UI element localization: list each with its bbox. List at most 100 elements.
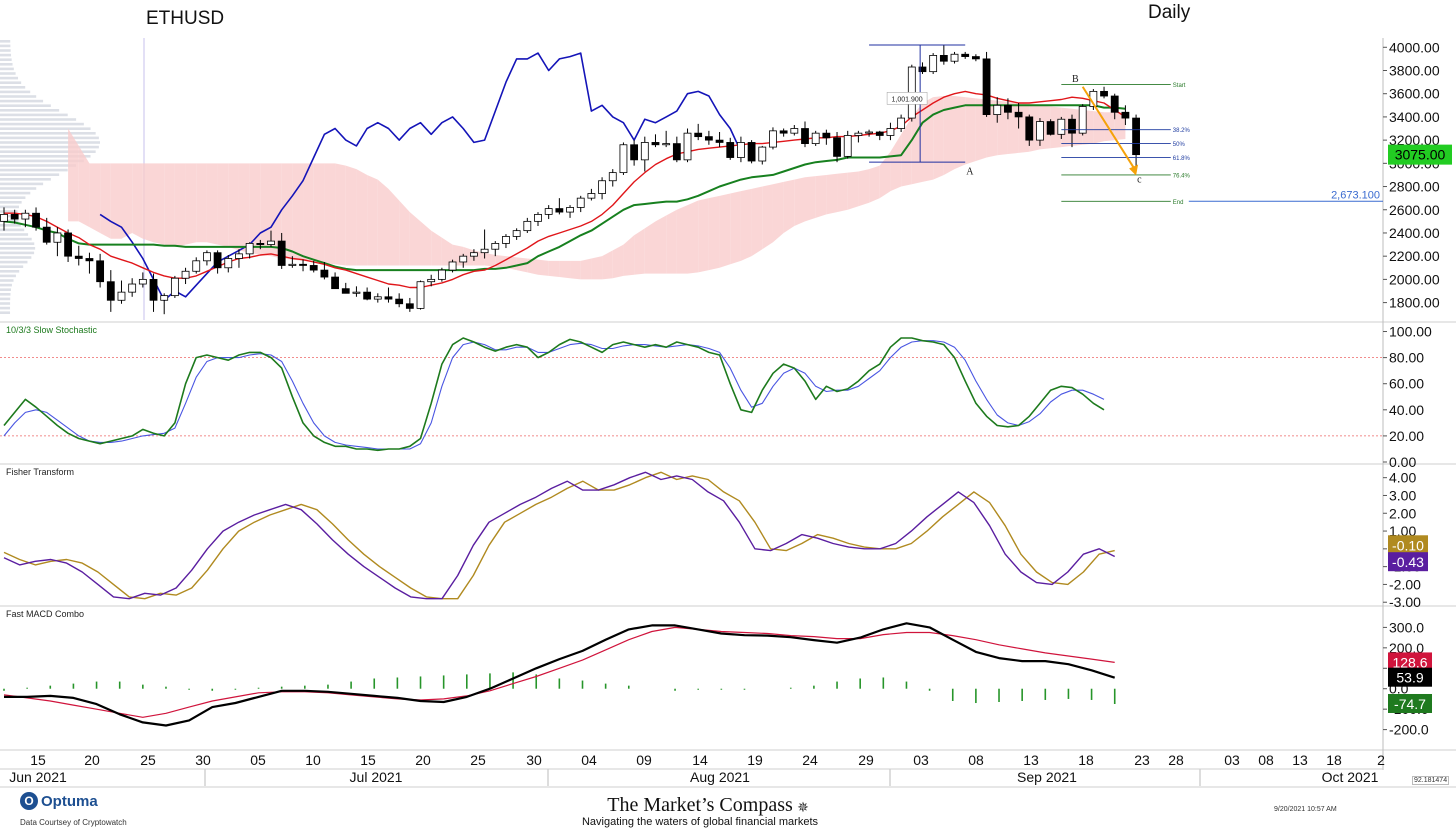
cloud-bear-segment (441, 237, 453, 266)
candle-down (1110, 95, 1119, 113)
candle-down (672, 143, 681, 161)
volume-profile-bar (0, 122, 84, 126)
cloud-bear-segment (1093, 111, 1105, 144)
optuma-logo: O Optuma (20, 790, 100, 812)
candle-down (982, 58, 991, 115)
cloud-bear-segment (367, 174, 378, 266)
abc-arrow-head (1129, 164, 1139, 176)
indicator-tick-label: -2.00 (1389, 576, 1421, 592)
indicator-tick-label: 100.00 (1389, 324, 1432, 340)
candle-up (1078, 106, 1087, 134)
corner-readout: 92.181474 (1412, 776, 1450, 785)
candle-up (288, 263, 297, 266)
candle-up (138, 278, 147, 285)
volume-profile-bar (0, 145, 99, 149)
measure-value: 1,001.900 (892, 96, 923, 103)
candle-down (694, 132, 703, 138)
candle-down (74, 255, 83, 259)
cloud-bear-segment (837, 172, 848, 213)
candle-down (363, 291, 372, 300)
candle-up (480, 248, 489, 254)
cloud-bear-segment (708, 195, 720, 271)
volume-profile-bar (0, 72, 16, 75)
volume-profile-bar (0, 283, 12, 287)
cloud-bear-segment (409, 212, 421, 266)
candle-down (1132, 117, 1140, 156)
candle-up (662, 143, 671, 146)
day-tick-label: 15 (30, 752, 46, 768)
candle-down (64, 232, 72, 257)
candle-down (1004, 104, 1012, 113)
candle-down (747, 142, 756, 162)
day-tick-label: 10 (305, 752, 321, 768)
fisher-value-flag (1388, 552, 1428, 572)
cloud-bear-segment (591, 256, 603, 280)
fisher-value-label: -0.10 (1392, 537, 1424, 553)
month-label: Aug 2021 (690, 769, 750, 785)
data-courtesy: Data Courtsey of Cryptowatch (20, 818, 127, 827)
fisher-value-flag (1388, 535, 1428, 555)
candle-down (651, 142, 660, 146)
candle-up (53, 232, 62, 243)
volume-profile-bar (0, 293, 11, 296)
abc-arrow-shaft (1081, 86, 1137, 172)
candle-down (395, 298, 404, 305)
candle-down (96, 260, 105, 283)
day-tick-label: 25 (470, 752, 486, 768)
candle-up (523, 220, 532, 232)
price-axis: 4000.003800.003600.003400.003200.003000.… (1383, 39, 1452, 311)
cloud-bear-segment (879, 151, 891, 199)
cloud-bear-segment (954, 96, 966, 170)
day-tick-label: 03 (913, 752, 929, 768)
candle-down (801, 128, 809, 145)
cloud-bear-segment (153, 163, 165, 245)
cloud-bear-segment (484, 252, 496, 267)
indicator-tick-label: 3.00 (1389, 487, 1416, 503)
candle-down (341, 288, 350, 294)
volume-profile-bar (0, 270, 20, 273)
candle-down (961, 53, 970, 57)
volume-profile-bar (0, 90, 31, 94)
volume-profile-bar (0, 237, 32, 241)
day-tick-label: 13 (1292, 752, 1308, 768)
candle-up (416, 281, 425, 309)
cloud-bear-segment (815, 174, 827, 218)
cloud-bear-segment (271, 163, 282, 259)
cloud-bear-segment (1104, 112, 1115, 142)
volume-profile-bar (0, 274, 16, 278)
candle-up (1057, 118, 1066, 135)
candle-up (459, 255, 468, 263)
cloud-bear-segment (933, 96, 944, 180)
candle-up (587, 193, 596, 199)
day-tick-label: 03 (1224, 752, 1240, 768)
indicator-title: Fast MACD Combo (6, 609, 84, 619)
cloud-bear-segment (1050, 106, 1062, 149)
candle-down (320, 269, 329, 278)
candle-up (224, 258, 233, 269)
day-tick-label: 04 (581, 752, 597, 768)
candle-up (470, 252, 478, 257)
candle-down (1068, 118, 1076, 134)
candle-up (640, 142, 649, 161)
candle-up (427, 278, 436, 283)
cloud-bear-segment (100, 163, 111, 239)
day-tick-label: 19 (747, 752, 763, 768)
month-label: Jul 2021 (350, 769, 403, 785)
macd-signal-line (3, 626, 1115, 718)
cloud-bear-segment (196, 163, 207, 243)
optuma-icon: O (20, 792, 38, 810)
fisher-pane: Fisher Transform4.003.002.001.000.00-1.0… (3, 467, 1428, 610)
candle-down (939, 55, 948, 62)
candle-up (352, 291, 361, 294)
candle-down (1014, 111, 1023, 118)
day-tick-label: 14 (692, 752, 708, 768)
candle-up (267, 240, 275, 245)
stochastic-k-line (3, 337, 1105, 452)
volume-profile-bar (0, 247, 36, 250)
volume-profile-bar (0, 242, 35, 245)
volume-profile-bar (0, 311, 11, 314)
cloud-bear-segment (548, 260, 560, 278)
volume-profile-bar (0, 214, 18, 218)
cloud-bear-segment (719, 193, 731, 268)
candle-down (779, 130, 788, 134)
